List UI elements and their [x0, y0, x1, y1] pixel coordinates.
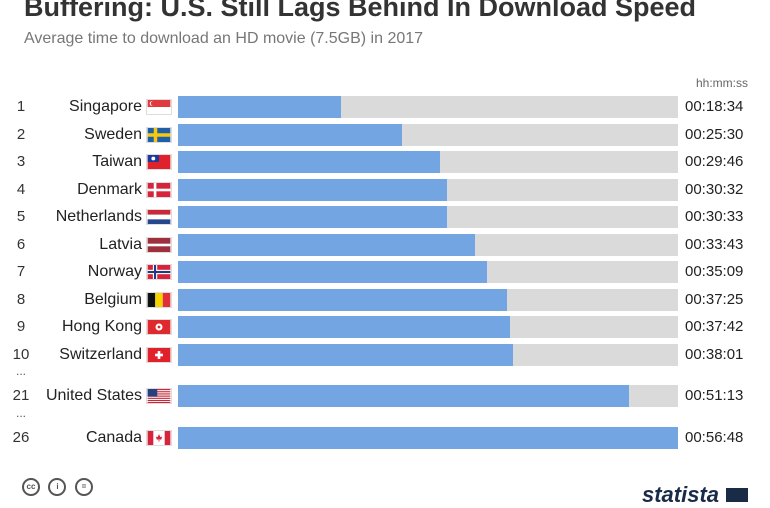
chart-title: Buffering: U.S. Still Lags Behind In Dow…: [24, 0, 697, 22]
cc-icon: cc: [22, 478, 40, 496]
rank-label: 1: [16, 98, 26, 115]
flag-denmark-icon: [146, 182, 172, 198]
brand-logo: statista: [642, 482, 720, 507]
flag-belgium-icon: [146, 292, 172, 308]
flag-hong-kong-icon: [146, 319, 172, 335]
bar-canada: [178, 427, 678, 449]
bar-row-switzerland: 10 Switzerland 00:38:01: [0, 344, 770, 366]
by-icon: i: [48, 478, 67, 496]
bar-united-states: [178, 385, 629, 407]
value-label: 00:30:33: [685, 208, 744, 225]
flag-singapore-icon: [146, 99, 172, 115]
rank-label: 6: [16, 236, 26, 253]
category-label: Switzerland: [59, 346, 142, 363]
category-label: Hong Kong: [61, 318, 142, 335]
category-label: Norway: [87, 263, 142, 280]
nd-icon: =: [74, 478, 93, 496]
category-label: United States: [45, 387, 142, 404]
value-label: 00:30:32: [685, 181, 744, 198]
bar-track: [178, 427, 678, 449]
bar-taiwan: [178, 151, 441, 173]
bar-latvia: [178, 234, 475, 256]
bar-row-latvia: 6 Latvia 00:33:43: [0, 234, 770, 256]
flag-taiwan-icon: [146, 154, 172, 170]
bar-row-hong-kong: 9 Hong Kong 00:37:42: [0, 316, 770, 338]
gap-ellipsis: ...: [15, 406, 26, 420]
bar-track: [178, 179, 678, 201]
category-label: Canada: [85, 429, 142, 446]
bar-sweden: [178, 124, 403, 146]
flag-sweden-icon: [146, 127, 172, 143]
flag-norway-icon: [146, 264, 172, 280]
bar-row-taiwan: 3 Taiwan 00:29:46: [0, 151, 770, 173]
value-label: 00:38:01: [685, 346, 744, 363]
bar-track: [178, 124, 678, 146]
bar-switzerland: [178, 344, 513, 366]
bar-row-netherlands: 5 Netherlands 00:30:33: [0, 206, 770, 228]
flag-netherlands-icon: [146, 209, 172, 225]
flag-latvia-icon: [146, 237, 172, 253]
license-icons: cc i =: [22, 476, 97, 496]
bar-track: [178, 261, 678, 283]
bar-belgium: [178, 289, 508, 311]
bar-row-canada: 26 Canada 00:56:48: [0, 427, 770, 449]
bar-track: [178, 151, 678, 173]
value-label: 00:56:48: [685, 429, 744, 446]
rank-label: 7: [16, 263, 26, 280]
bar-track: [178, 289, 678, 311]
rank-label: 4: [16, 181, 26, 198]
bar-row-singapore: 1 Singapore 00:18:34: [0, 96, 770, 118]
bar-track: [178, 96, 678, 118]
bar-track: [178, 344, 678, 366]
flag-switzerland-icon: [146, 347, 172, 363]
bar-track: [178, 206, 678, 228]
bar-row-sweden: 2 Sweden 00:25:30: [0, 124, 770, 146]
value-label: 00:29:46: [685, 153, 744, 170]
chart-subtitle: Average time to download an HD movie (7.…: [24, 30, 424, 47]
bar-denmark: [178, 179, 447, 201]
bar-track: [178, 385, 678, 407]
rank-label: 9: [16, 318, 26, 335]
value-label: 00:25:30: [685, 126, 744, 143]
flag-united-states-icon: [146, 388, 172, 404]
rank-label: 21: [12, 387, 30, 404]
value-label: 00:35:09: [685, 263, 744, 280]
value-label: 00:37:42: [685, 318, 744, 335]
bar-norway: [178, 261, 488, 283]
bar-track: [178, 234, 678, 256]
value-label: 00:33:43: [685, 236, 744, 253]
rank-label: 26: [12, 429, 30, 446]
category-label: Singapore: [69, 98, 142, 115]
flag-canada-icon: [146, 430, 172, 446]
bar-row-norway: 7 Norway 00:35:09: [0, 261, 770, 283]
category-label: Sweden: [84, 126, 142, 143]
value-label: 00:51:13: [685, 387, 744, 404]
category-label: Denmark: [77, 181, 142, 198]
rank-label: 3: [16, 153, 26, 170]
bar-singapore: [178, 96, 342, 118]
category-label: Belgium: [84, 291, 142, 308]
category-label: Taiwan: [92, 153, 142, 170]
statista-logo-icon: [726, 488, 748, 502]
bar-hong-kong: [178, 316, 510, 338]
value-label: 00:37:25: [685, 291, 744, 308]
rank-label: 10: [12, 346, 30, 363]
gap-ellipsis: ...: [15, 364, 26, 378]
category-label: Latvia: [99, 236, 142, 253]
bar-track: [178, 316, 678, 338]
rank-label: 8: [16, 291, 26, 308]
rank-label: 5: [16, 208, 26, 225]
value-label: 00:18:34: [685, 98, 744, 115]
bar-row-united-states: 21 United States 00:51:13: [0, 385, 770, 407]
unit-label: hh:mm:ss: [695, 76, 748, 90]
bar-netherlands: [178, 206, 447, 228]
rank-label: 2: [16, 126, 26, 143]
bar-row-belgium: 8 Belgium 00:37:25: [0, 289, 770, 311]
category-label: Netherlands: [55, 208, 142, 225]
bar-row-denmark: 4 Denmark 00:30:32: [0, 179, 770, 201]
